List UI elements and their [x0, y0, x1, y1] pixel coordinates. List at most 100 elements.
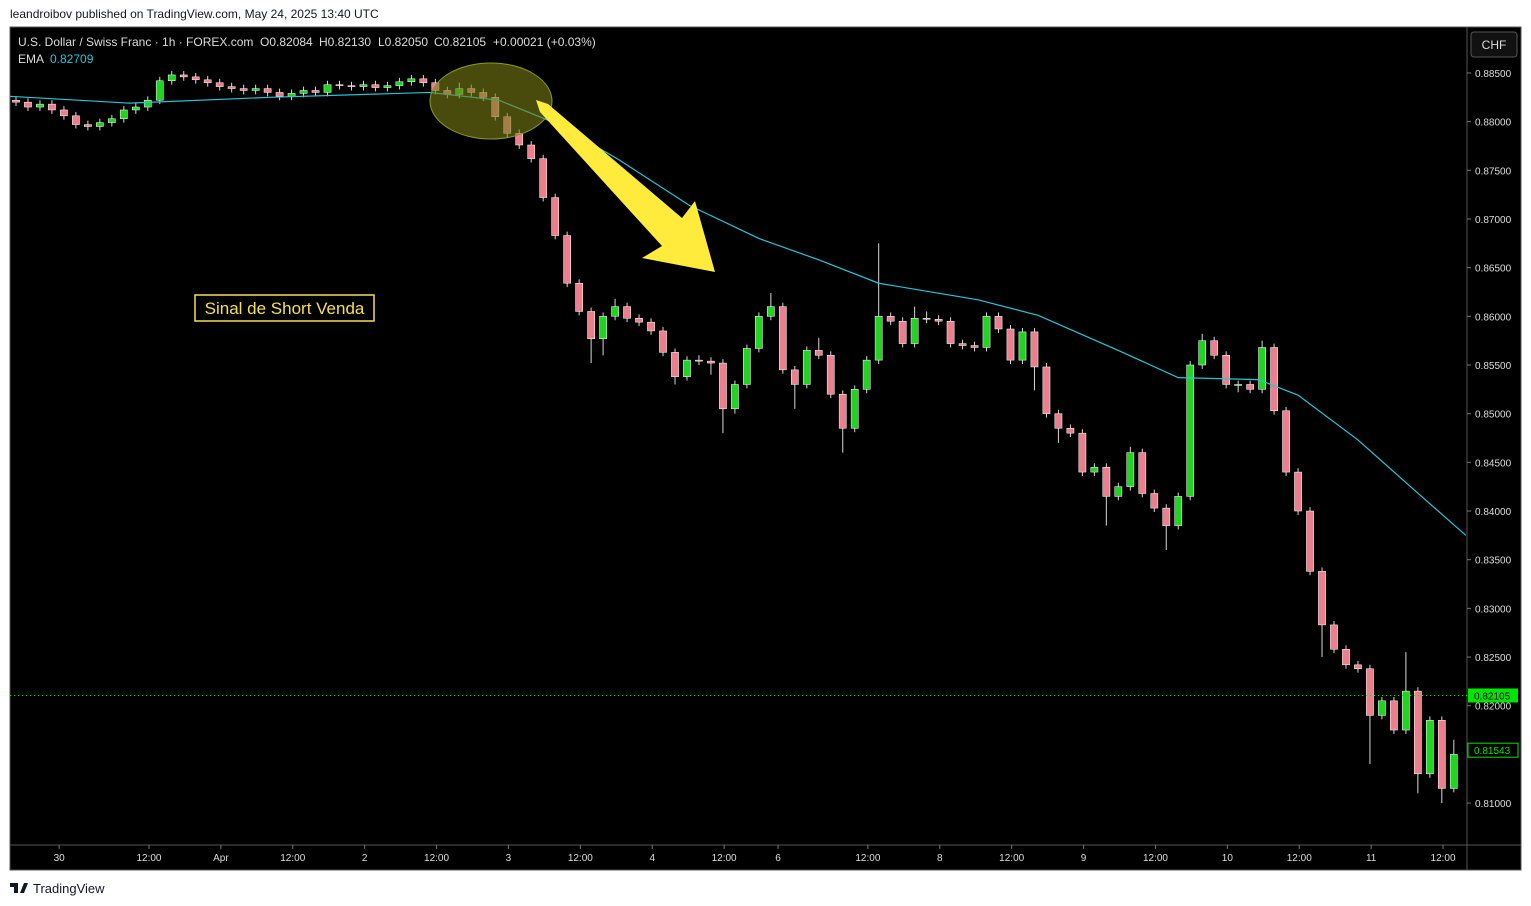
candle-body	[743, 348, 751, 385]
candle-body	[287, 93, 296, 97]
candle-body	[72, 115, 80, 125]
y-tick-label: 0.85000	[1475, 410, 1512, 421]
change: +0.00021 (+0.03%)	[493, 35, 596, 49]
candle-body	[958, 343, 967, 346]
y-tick-label: 0.87000	[1475, 215, 1512, 226]
candle-body	[623, 306, 631, 319]
y-tick-label: 0.86000	[1475, 312, 1512, 323]
candle-body	[371, 84, 380, 88]
candle-body	[539, 158, 548, 198]
candle-body	[731, 384, 739, 410]
y-tick-label: 0.85500	[1475, 361, 1512, 372]
x-tick-label: 30	[54, 853, 66, 864]
button-frame[interactable]	[1470, 31, 1518, 58]
candle-body	[179, 74, 188, 78]
x-tick-label: 9	[1081, 853, 1087, 864]
candle-body	[251, 88, 260, 91]
arrow	[536, 100, 715, 272]
candle-body	[1006, 328, 1015, 361]
candle-body	[1198, 340, 1207, 366]
x-tick-label: 12:00	[568, 853, 593, 864]
candle-body	[922, 318, 931, 320]
candle-body	[695, 359, 703, 362]
candle-body	[1402, 690, 1410, 731]
y-tick-label: 0.88000	[1475, 118, 1512, 129]
y-tick-label: 0.83000	[1475, 604, 1512, 615]
candle-body	[910, 318, 919, 344]
x-tick-label: 12:00	[855, 853, 880, 864]
candle-body	[802, 350, 811, 385]
x-tick-label: 12:00	[712, 853, 737, 864]
candle-body	[239, 88, 248, 91]
candle-body	[551, 197, 560, 236]
candle-body	[395, 81, 404, 86]
x-tick-label: Apr	[213, 853, 229, 864]
candle-body	[994, 316, 1003, 330]
candle-body	[1318, 571, 1326, 626]
candle-body	[383, 85, 392, 88]
candle-body	[778, 306, 787, 371]
candle-body	[683, 359, 691, 377]
candle-body	[946, 320, 955, 344]
candle-body	[886, 316, 895, 322]
x-tick-label: 11	[1366, 853, 1377, 864]
currency-label[interactable]: CHF	[1482, 38, 1507, 52]
ema-tag-label: 0.81543	[1474, 746, 1511, 757]
x-tick-label: 12:00	[1287, 853, 1312, 864]
candle-body	[719, 362, 727, 410]
candle-body	[635, 318, 643, 323]
candle-body	[1234, 384, 1242, 386]
ohlc-open: O0.82084	[260, 35, 313, 49]
x-tick-label: 12:00	[1431, 853, 1456, 864]
brand: TradingView	[33, 881, 105, 896]
candle-body	[191, 76, 200, 81]
y-tick-label: 0.86500	[1475, 264, 1512, 275]
x-tick-label: 3	[506, 853, 512, 864]
y-tick-label: 0.88500	[1475, 69, 1512, 80]
candle-body	[1246, 384, 1254, 390]
x-tick-label: 12:00	[424, 853, 449, 864]
candle-body	[1354, 664, 1362, 669]
ema-tag	[1467, 742, 1519, 758]
candle-body	[898, 320, 907, 344]
candle-body	[167, 74, 176, 82]
x-tick-label: 6	[775, 853, 781, 864]
candle-body	[707, 360, 715, 364]
candle-body	[1102, 466, 1111, 497]
candle-body	[323, 84, 332, 93]
x-tick-label: 4	[649, 853, 655, 864]
candle-body	[970, 345, 979, 348]
candle-body	[1378, 700, 1386, 716]
candle-body	[563, 235, 572, 284]
candle-body	[1342, 648, 1350, 666]
candle-body	[311, 90, 320, 93]
ohlc-high: H0.82130	[319, 35, 371, 49]
y-tick-label: 0.82500	[1475, 653, 1512, 664]
ohlc-low: L0.82050	[378, 35, 428, 49]
chart-background	[9, 26, 1522, 871]
candle-body	[1054, 413, 1063, 429]
candle-body	[1138, 452, 1147, 494]
candle-body	[1030, 331, 1039, 368]
candle-body	[1066, 428, 1075, 434]
candle-body	[1258, 347, 1266, 390]
candle-body	[299, 90, 308, 94]
currency-button[interactable]: CHF	[1470, 31, 1518, 58]
candle-body	[1078, 432, 1087, 473]
x-tick-label: 2	[362, 853, 368, 864]
x-tick-label: 12:00	[1143, 853, 1168, 864]
candle-body	[407, 78, 416, 82]
x-tick-label: 12:00	[280, 853, 305, 864]
candle-body	[1090, 466, 1099, 473]
candle-body	[1270, 347, 1278, 412]
candle-body	[1390, 700, 1398, 731]
candle-body	[982, 316, 991, 348]
candle-body	[647, 321, 655, 332]
candle-body	[838, 393, 847, 429]
candle-body	[96, 122, 104, 127]
x-tick-label: 12:00	[136, 853, 161, 864]
x-tick-label: 8	[937, 853, 943, 864]
candle-body	[48, 103, 56, 111]
